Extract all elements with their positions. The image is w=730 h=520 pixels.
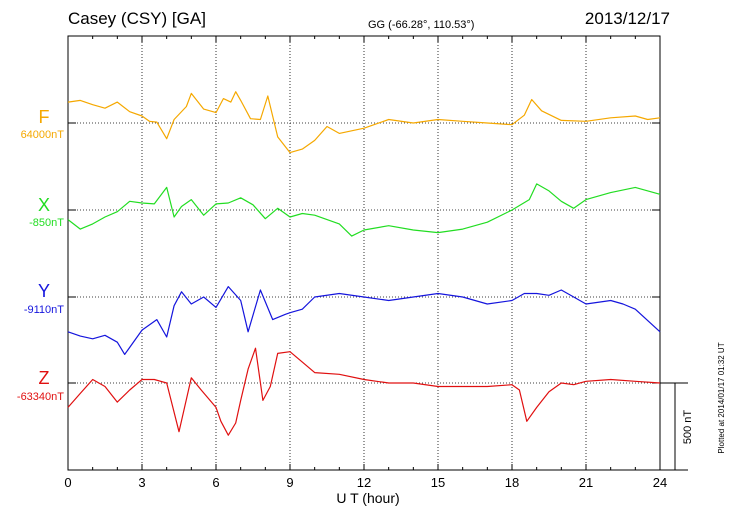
plotted-at-note: Plotted at 2014/01/17 01:32 UT — [717, 342, 726, 453]
series-f-name: F — [39, 107, 50, 127]
station-title: Casey (CSY) [GA] — [68, 9, 206, 28]
series-z-name: Z — [39, 368, 50, 388]
x-tick-label: 15 — [431, 475, 445, 490]
date-title: 2013/12/17 — [585, 9, 670, 28]
series-z-baseline-value: -63340nT — [17, 391, 64, 403]
series-lines — [67, 91, 661, 436]
series-x-name: X — [38, 195, 50, 215]
scale-bar-label: 500 nT — [682, 410, 694, 445]
series-y-name: Y — [38, 281, 50, 301]
series-labels: F 64000nT X -850nT Y -9110nT Z -63340nT — [17, 107, 64, 403]
x-tick-label: 9 — [286, 475, 293, 490]
x-axis-label: U T (hour) — [336, 490, 399, 506]
series-y-baseline-value: -9110nT — [24, 304, 64, 316]
series-x-line — [67, 183, 661, 237]
series-x-baseline-value: -850nT — [29, 217, 64, 229]
x-tick-label: 12 — [357, 475, 371, 490]
x-tick-label: 21 — [579, 475, 593, 490]
x-tick-label: 6 — [212, 475, 219, 490]
x-axis-ticks: 0 3 6 9 12 15 18 21 24 — [64, 36, 667, 490]
x-tick-label: 3 — [138, 475, 145, 490]
series-f-line — [67, 91, 661, 154]
x-tick-label: 24 — [653, 475, 667, 490]
series-f-baseline-value: 64000nT — [21, 129, 65, 141]
series-z-line — [67, 347, 661, 436]
x-tick-label: 0 — [64, 475, 71, 490]
grid — [141, 36, 587, 470]
coordinates-title: GG (-66.28°, 110.53°) — [368, 19, 474, 31]
x-tick-label: 18 — [505, 475, 519, 490]
series-y-line — [67, 286, 661, 355]
scale-bar: 500 nT — [660, 382, 694, 471]
